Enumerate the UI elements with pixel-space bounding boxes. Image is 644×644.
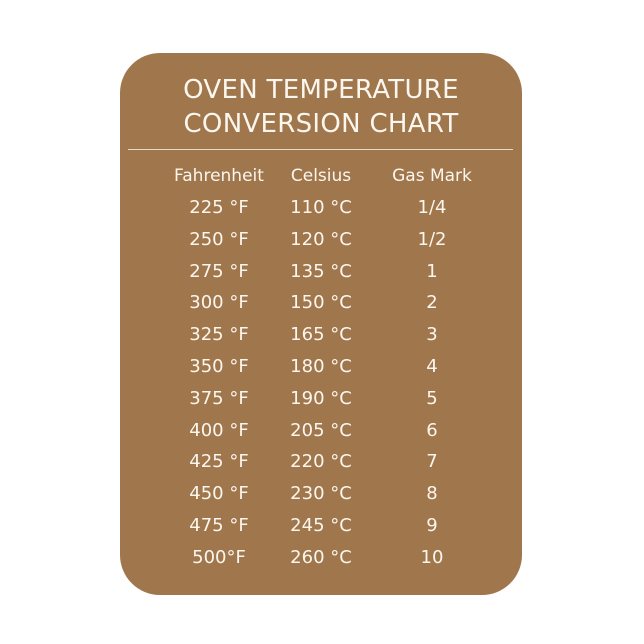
header-celsius: Celsius	[290, 166, 352, 186]
cell-gas-mark: 5	[426, 387, 438, 409]
cell-gas-mark: 1/2	[417, 228, 447, 250]
cell-fahrenheit: 350 °F	[189, 356, 249, 377]
cell-celsius: 220 °C	[290, 451, 352, 473]
table-row: 350 °F 180 °C 4	[120, 352, 522, 382]
cell-celsius: 205 °C	[290, 419, 352, 441]
table-row: 300 °F 150 °C 2	[120, 288, 522, 318]
table-row: 425 °F 220 °C 7	[120, 447, 522, 477]
divider	[128, 149, 513, 150]
cell-celsius: 110 °C	[290, 197, 352, 218]
title-line-1: OVEN TEMPERATURE	[183, 75, 459, 105]
cell-gas-mark: 3	[426, 324, 438, 346]
cell-celsius: 150 °C	[290, 292, 352, 314]
cell-fahrenheit: 450 °F	[189, 483, 249, 505]
cell-gas-mark: 6	[426, 419, 438, 441]
table-row: 450 °F 230 °C 8	[120, 479, 522, 509]
title-line-2: CONVERSION CHART	[183, 109, 459, 139]
header-gas-mark: Gas Mark	[392, 166, 472, 186]
cell-fahrenheit: 375 °F	[189, 387, 249, 409]
cell-fahrenheit: 425 °F	[189, 451, 249, 473]
cell-celsius: 260 °C	[290, 546, 352, 568]
cell-celsius: 120 °C	[290, 228, 352, 250]
table-row: 500°F 260 °C 10	[120, 543, 522, 573]
chart-title: OVEN TEMPERATURE CONVERSION CHART	[120, 73, 522, 141]
table-row: 375 °F 190 °C 5	[120, 384, 522, 414]
cell-fahrenheit: 275 °F	[189, 260, 249, 282]
cell-fahrenheit: 475 °F	[189, 515, 249, 536]
cell-fahrenheit: 300 °F	[189, 292, 249, 314]
cell-gas-mark: 1/4	[417, 197, 447, 218]
header-fahrenheit: Fahrenheit	[174, 166, 264, 186]
cell-celsius: 165 °C	[290, 324, 352, 346]
cell-gas-mark: 1	[426, 260, 438, 282]
table-header: Fahrenheit Celsius Gas Mark	[120, 161, 522, 191]
cell-celsius: 180 °C	[290, 356, 352, 377]
cell-celsius: 230 °C	[290, 483, 352, 505]
cell-fahrenheit: 400 °F	[189, 419, 249, 441]
table-row: 225 °F 110 °C 1/4	[120, 193, 522, 223]
cell-gas-mark: 8	[426, 483, 438, 505]
cell-fahrenheit: 225 °F	[189, 197, 249, 218]
table-row: 475 °F 245 °C 9	[120, 511, 522, 541]
cell-fahrenheit: 250 °F	[189, 228, 249, 250]
cell-fahrenheit: 500°F	[192, 546, 246, 568]
cell-celsius: 245 °C	[290, 515, 352, 536]
table-row: 250 °F 120 °C 1/2	[120, 225, 522, 255]
cell-gas-mark: 4	[426, 356, 438, 377]
cell-celsius: 190 °C	[290, 387, 352, 409]
table-row: 325 °F 165 °C 3	[120, 320, 522, 350]
conversion-chart-card: OVEN TEMPERATURE CONVERSION CHART Fahren…	[120, 53, 522, 595]
cell-gas-mark: 9	[426, 515, 438, 536]
cell-celsius: 135 °C	[290, 260, 352, 282]
cell-gas-mark: 7	[426, 451, 438, 473]
cell-fahrenheit: 325 °F	[189, 324, 249, 346]
table-row: 275 °F 135 °C 1	[120, 257, 522, 287]
cell-gas-mark: 2	[426, 292, 438, 314]
table-row: 400 °F 205 °C 6	[120, 416, 522, 446]
cell-gas-mark: 10	[420, 546, 444, 568]
